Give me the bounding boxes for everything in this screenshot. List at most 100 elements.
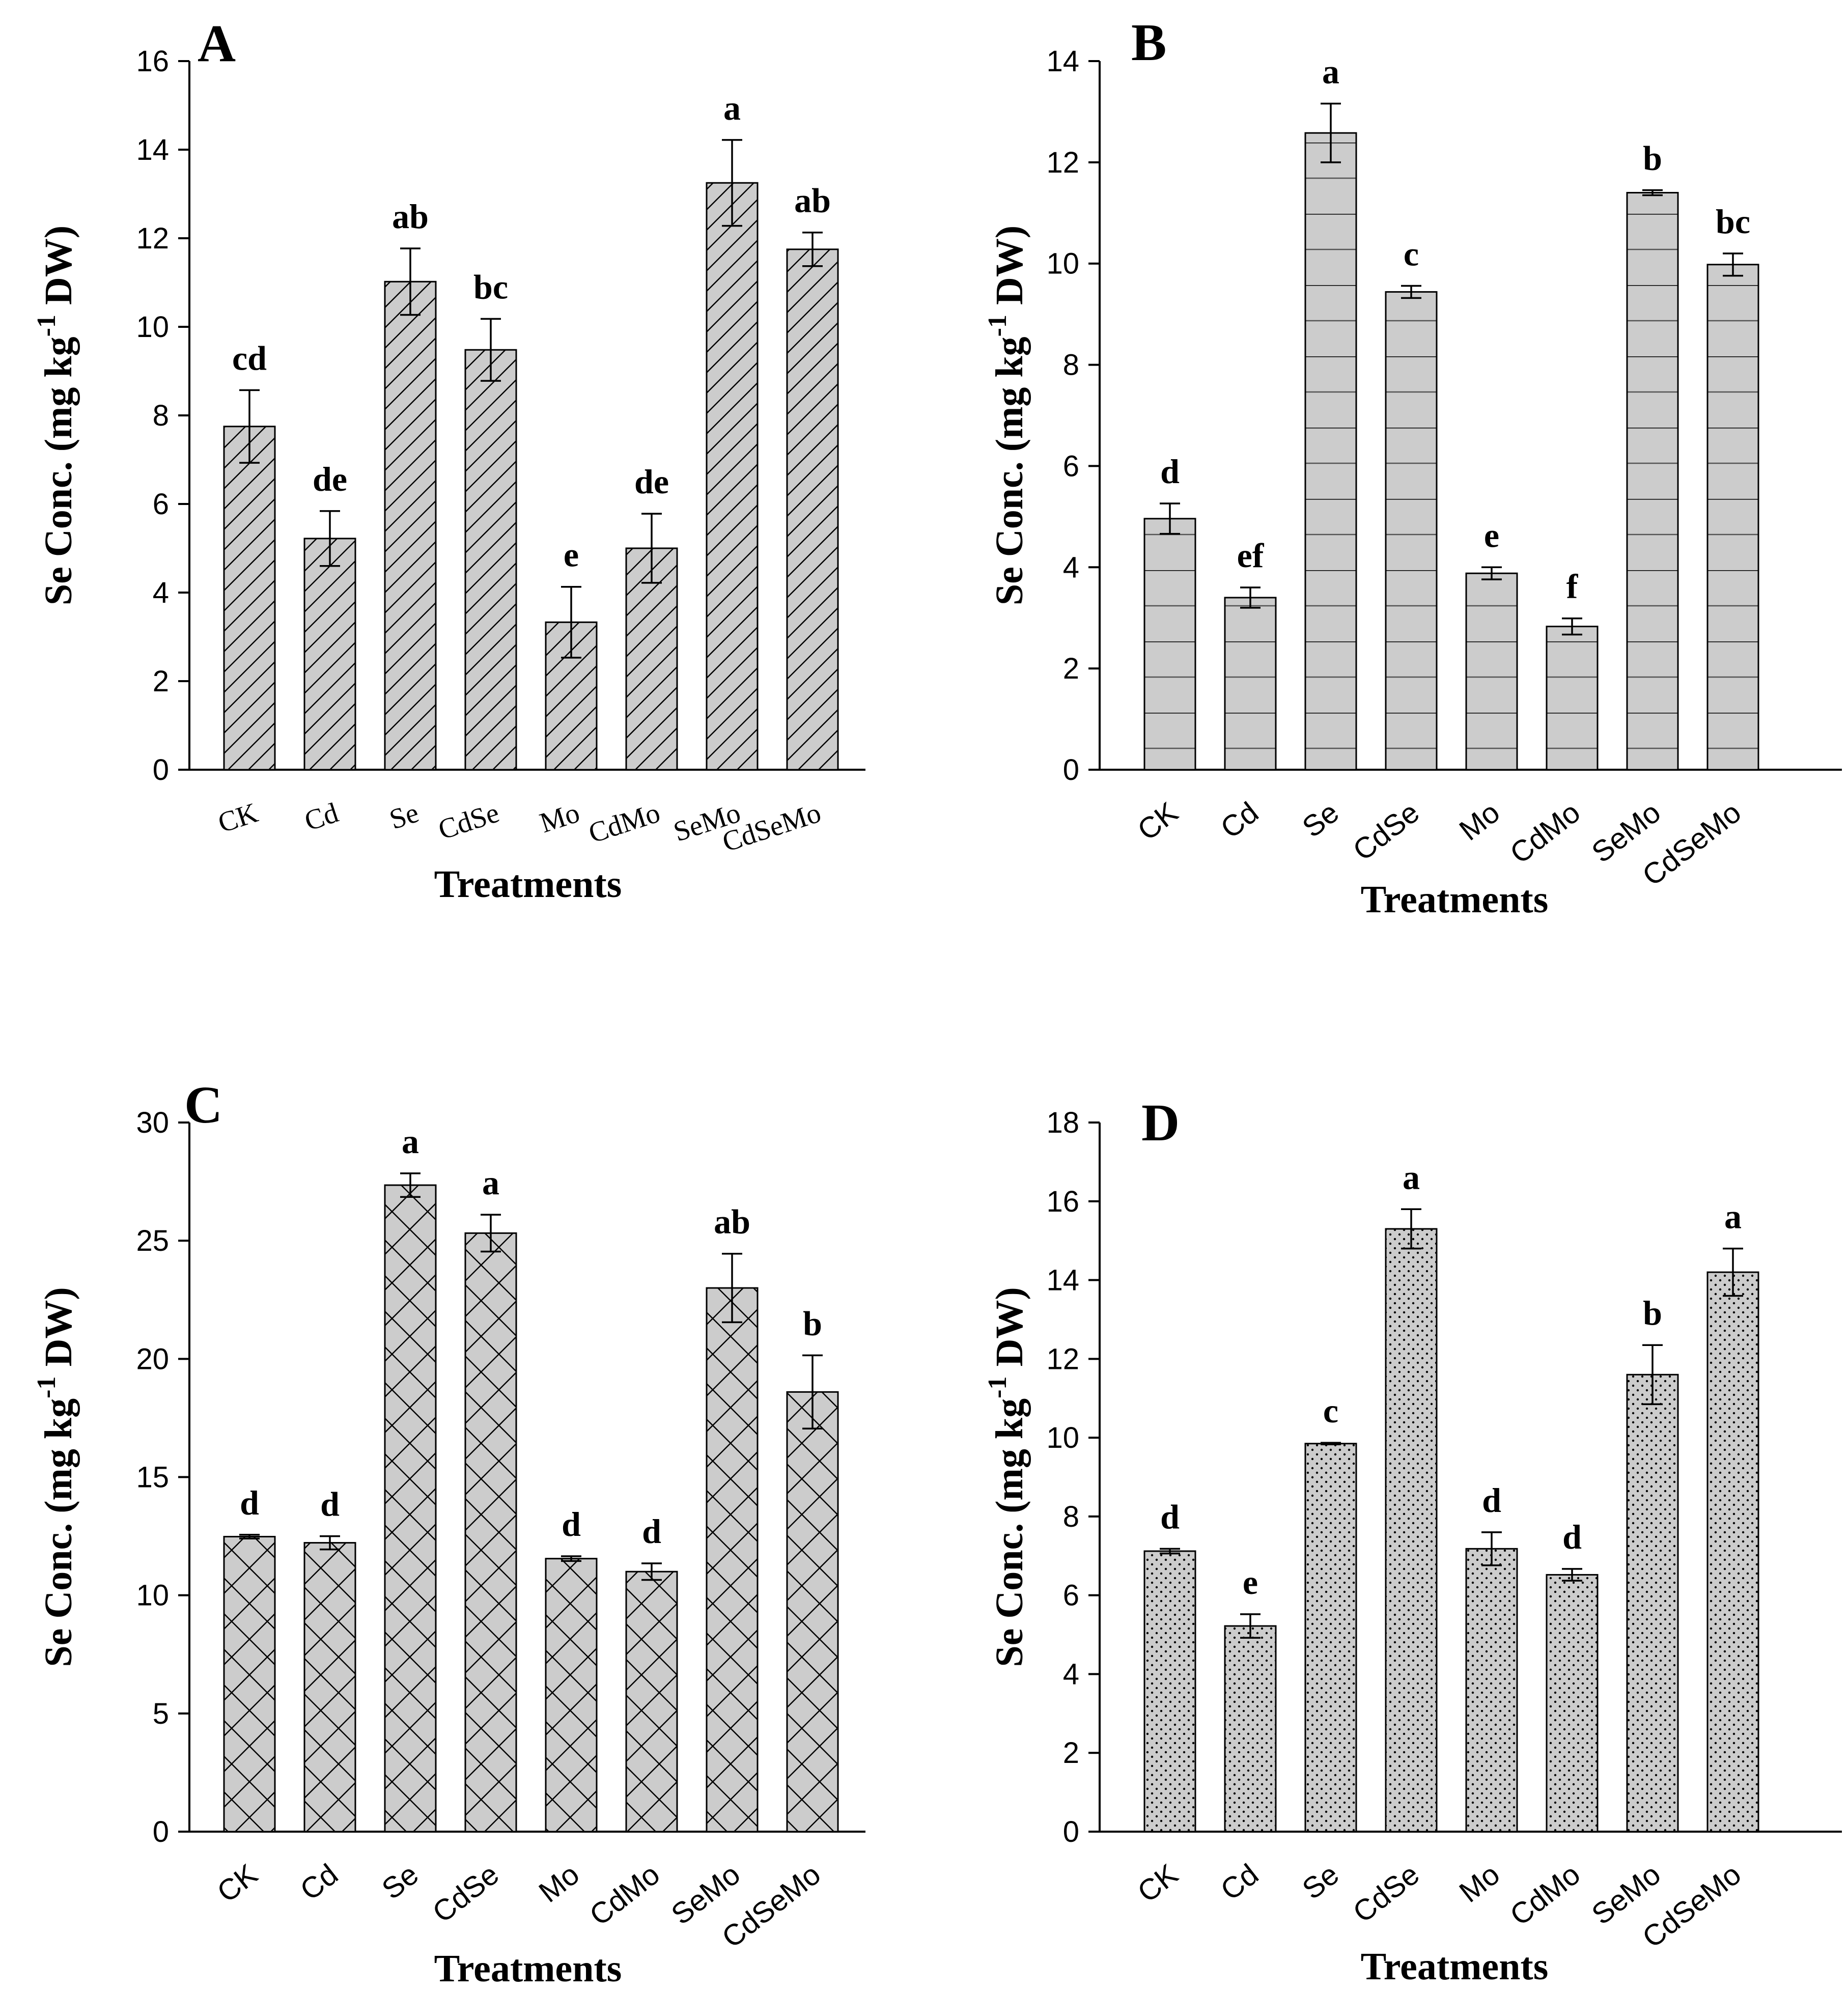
bar-ck (1143, 1550, 1196, 1833)
y-tick-label: 0 (153, 753, 169, 787)
significance-letter: b (803, 1304, 822, 1342)
error-bar-mo (561, 1555, 581, 1562)
panel-letter-a: A (198, 14, 236, 73)
category-label: Mo (1453, 796, 1506, 847)
category-label: Mo (533, 1858, 585, 1909)
bar-se (1304, 132, 1357, 771)
y-tick-label: 15 (136, 1461, 169, 1494)
significance-letter: d (1482, 1481, 1501, 1520)
bar-ck (1143, 518, 1196, 771)
bar-cd (303, 1542, 356, 1833)
panel-b-error-bars (1160, 102, 1743, 636)
bar-ck (223, 426, 276, 771)
error-bar-cd (1240, 1613, 1261, 1639)
bar-cdse (1385, 291, 1438, 771)
significance-letter: bc (473, 267, 508, 306)
bar-cdse (464, 349, 517, 771)
significance-letter: d (1160, 452, 1180, 491)
bar-cdsemo (1706, 1271, 1759, 1833)
y-tick-label: 16 (1046, 1185, 1079, 1218)
category-label: CdSe (1347, 796, 1425, 867)
panel-a-y-axis-title: Se Conc. (mg kg-1 DW) (32, 226, 80, 605)
y-tick-label: 4 (1063, 551, 1079, 584)
error-bar-ck (239, 389, 260, 464)
significance-letter: d (1562, 1518, 1582, 1556)
panel-a-x-axis-title: Treatments (434, 863, 622, 906)
panel-c-significance-letters: d d a a d d ab b (240, 1122, 822, 1551)
panel-a-error-bars (239, 139, 823, 659)
category-label: Se (1296, 1858, 1345, 1906)
error-bar-se (400, 1172, 421, 1198)
significance-letter: de (634, 462, 669, 501)
error-bar-mo (1481, 1531, 1502, 1566)
category-label: CdMo (583, 1858, 666, 1932)
bar-cd (1224, 1625, 1277, 1833)
significance-letter: bc (1716, 202, 1750, 241)
panel-b-y-ticks: 0 2 4 6 8 10 12 14 (1046, 45, 1100, 787)
bar-mo (545, 1558, 598, 1833)
y-tick-label: 14 (1046, 1264, 1079, 1297)
error-bar-cd (320, 1535, 340, 1551)
error-bar-cdsemo (1723, 252, 1743, 277)
error-bar-cdse (481, 1214, 501, 1253)
significance-letter: de (313, 460, 347, 498)
panel-a-axes (188, 61, 865, 771)
panel-b-bars (1143, 132, 1759, 771)
significance-letter: c (1404, 234, 1419, 273)
panel-d-significance-letters: d e c a d d b a (1160, 1158, 1742, 1602)
error-bar-semo (1642, 1344, 1663, 1406)
category-label: CdSe (1347, 1858, 1425, 1929)
significance-letter: a (1322, 52, 1339, 91)
significance-letter: d (240, 1483, 259, 1522)
y-tick-label: 6 (1063, 1579, 1079, 1612)
significance-letter: e (564, 536, 579, 574)
significance-letter: ab (714, 1202, 750, 1241)
significance-letter: b (1643, 1294, 1662, 1332)
y-tick-label: 12 (1046, 1342, 1079, 1376)
category-label: Cd (294, 1858, 344, 1907)
bar-cdse (1385, 1228, 1438, 1833)
bar-mo (1465, 572, 1518, 771)
significance-letter: ab (392, 197, 429, 236)
bar-cdmo (1546, 1574, 1599, 1833)
error-bar-cdsemo (1723, 1247, 1743, 1297)
significance-letter: d (1160, 1497, 1180, 1536)
significance-letter: a (723, 89, 741, 127)
error-bar-ck (1160, 502, 1180, 535)
significance-letter: a (402, 1122, 419, 1161)
bar-semo (706, 1287, 759, 1833)
panel-c-x-axis-title: Treatments (434, 1947, 622, 1990)
category-label: Se (1296, 796, 1345, 844)
panel-d-x-axis-title: Treatments (1361, 1945, 1549, 1988)
significance-letter: d (320, 1485, 340, 1524)
bar-semo (1626, 192, 1679, 771)
category-label: Cd (1215, 796, 1265, 845)
bar-cdsemo (786, 248, 839, 771)
error-bar-cdmo (641, 513, 662, 584)
bar-mo (1465, 1548, 1518, 1833)
significance-letter: a (1403, 1158, 1420, 1196)
y-tick-label: 0 (1063, 1815, 1079, 1848)
bar-ck (223, 1536, 276, 1833)
error-bar-semo (722, 1252, 742, 1324)
error-bar-cdmo (1562, 1568, 1582, 1582)
y-tick-label: 14 (136, 133, 169, 166)
bar-se (384, 1184, 437, 1833)
error-bar-se (400, 247, 421, 316)
y-tick-label: 6 (153, 488, 169, 521)
panel-c-error-bars (239, 1172, 823, 1581)
y-tick-label: 8 (1063, 1500, 1079, 1533)
significance-letter: c (1323, 1391, 1338, 1430)
y-tick-label: 2 (1063, 1736, 1079, 1770)
y-tick-label: 0 (153, 1815, 169, 1848)
panel-letter-d: D (1141, 1093, 1180, 1152)
error-bar-mo (561, 585, 581, 659)
y-tick-label: 2 (1063, 652, 1079, 685)
y-tick-label: 30 (136, 1106, 169, 1139)
